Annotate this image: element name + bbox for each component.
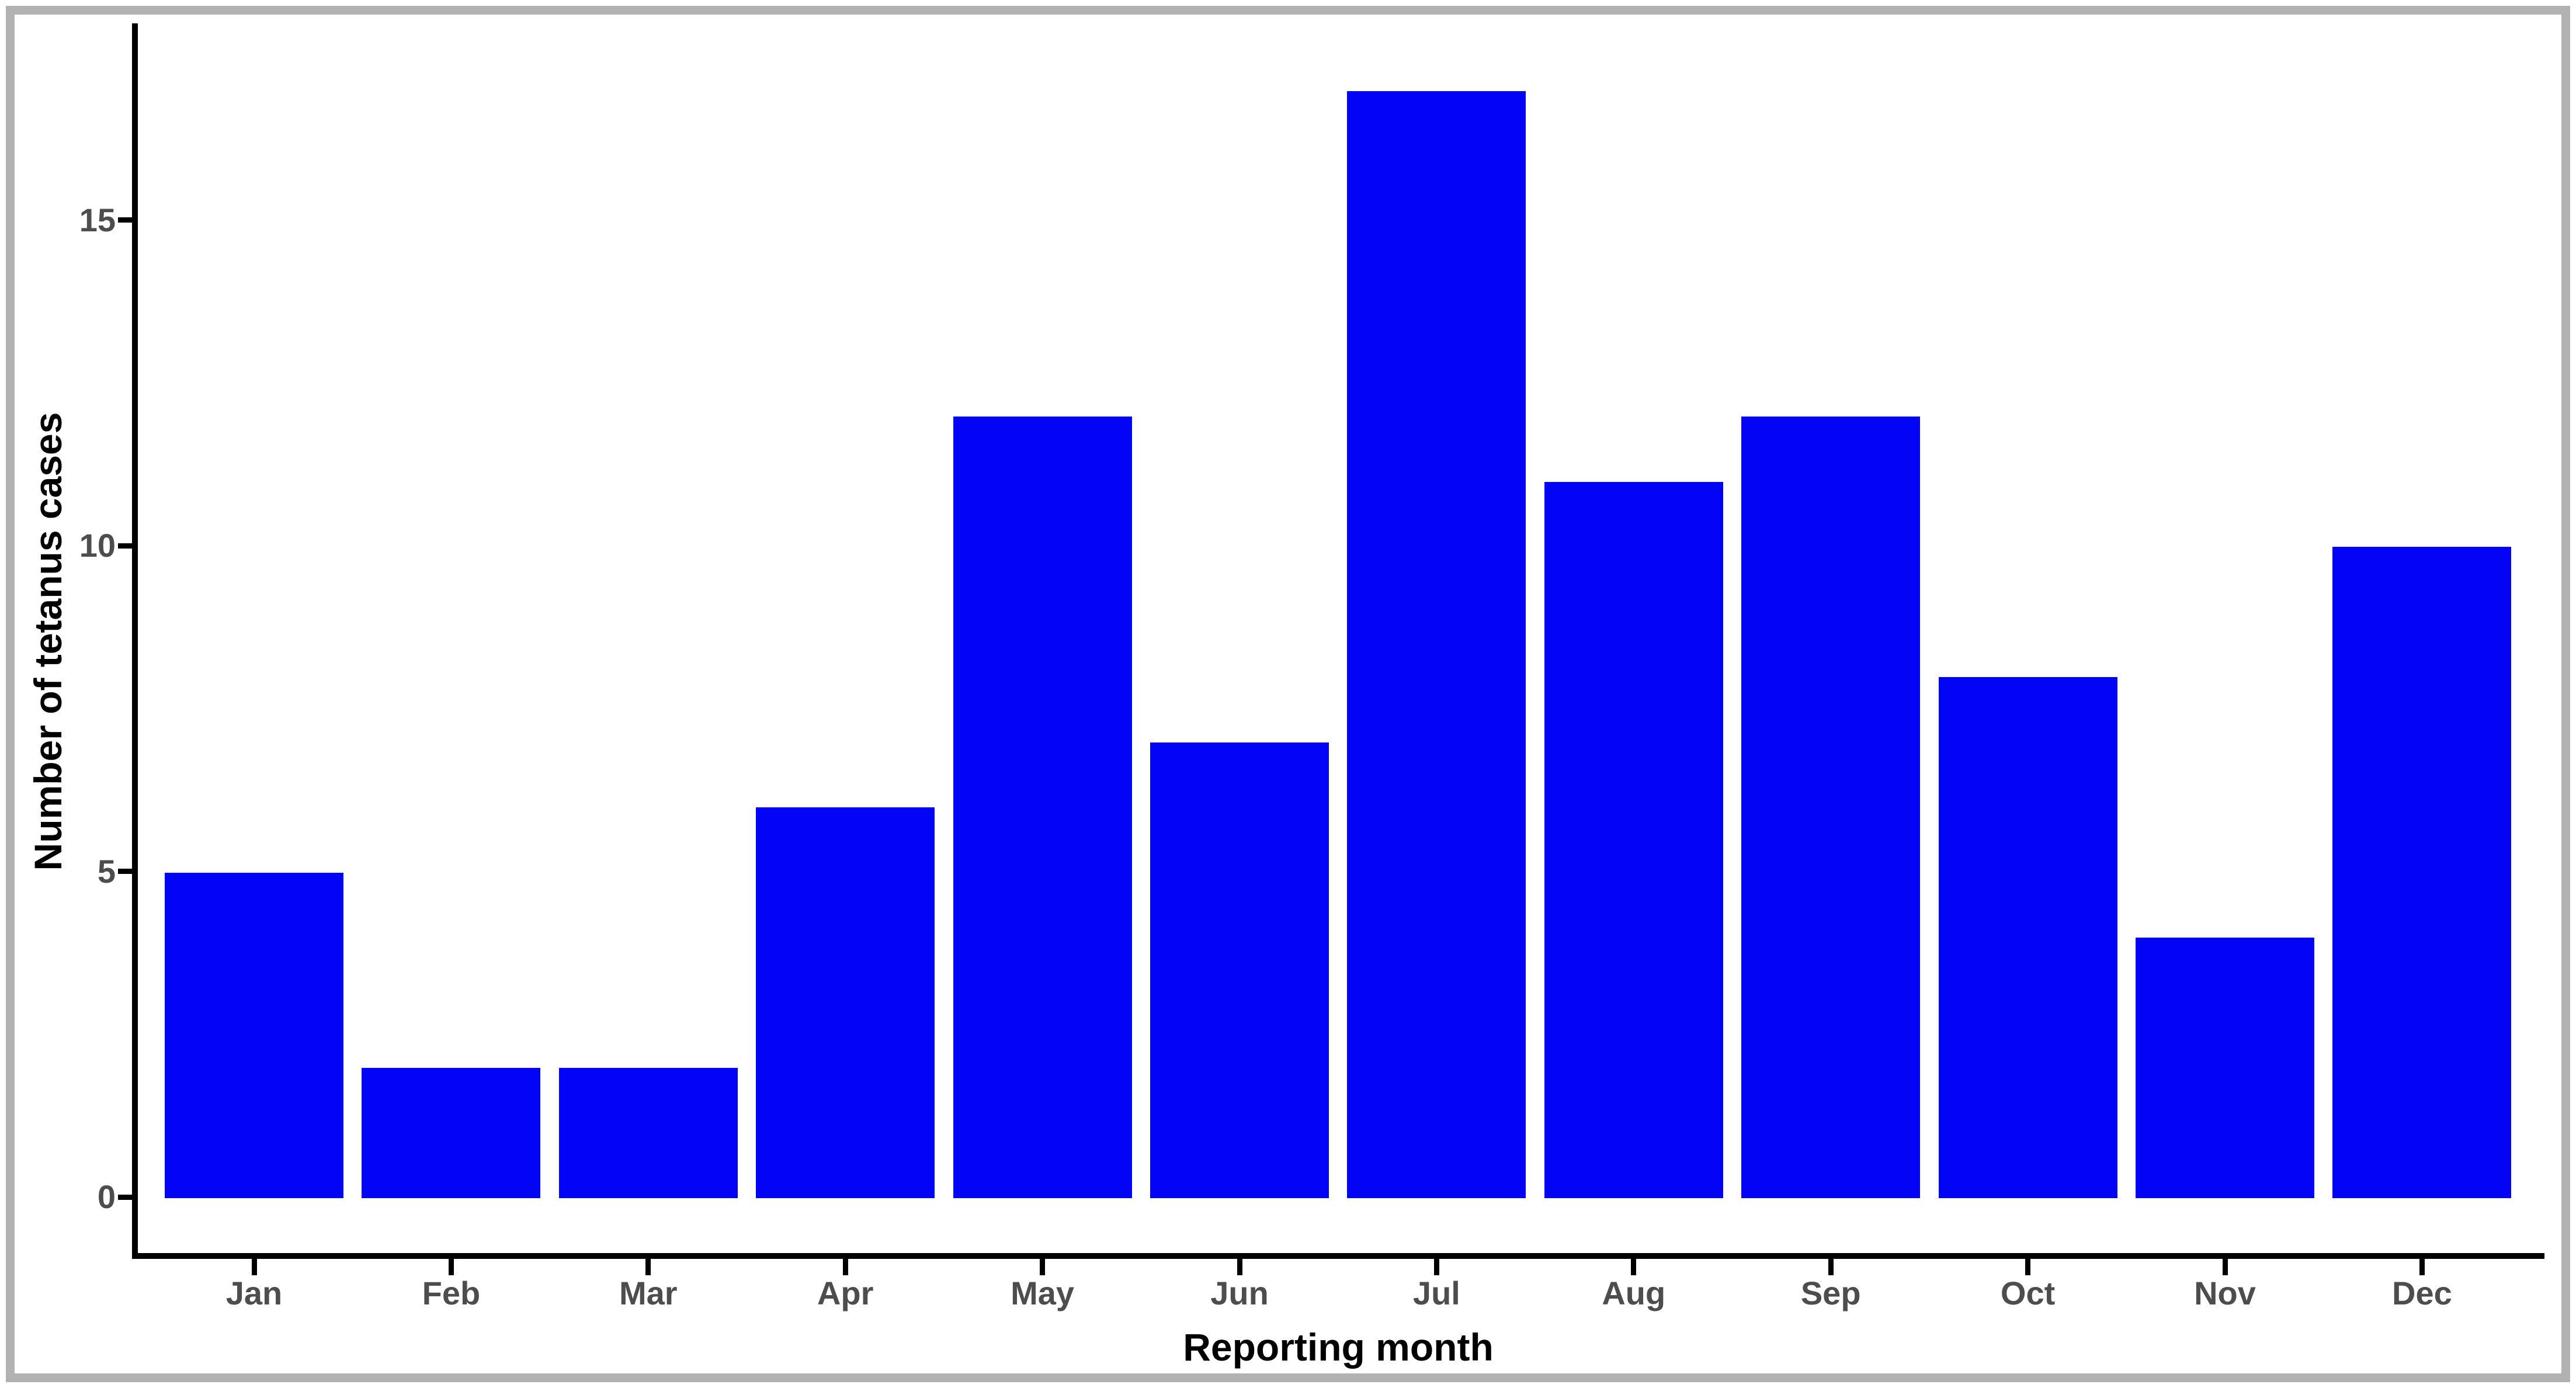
y-tick-label-5: 5 — [97, 852, 116, 890]
bar-dec — [2332, 547, 2512, 1198]
x-tick-label-dec: Dec — [2392, 1275, 2452, 1311]
y-tick-0 — [118, 1194, 132, 1200]
x-tick-label-may: May — [1011, 1275, 1075, 1311]
x-tick-aug — [1631, 1259, 1637, 1275]
x-tick-label-jan: Jan — [225, 1275, 283, 1311]
bar-nov — [2136, 938, 2314, 1198]
y-tick-label-0: 0 — [97, 1178, 116, 1215]
x-tick-jun — [1237, 1259, 1242, 1275]
x-tick-jan — [251, 1259, 257, 1275]
bar-jun — [1150, 742, 1329, 1198]
x-tick-may — [1040, 1259, 1046, 1275]
y-tick-10 — [118, 543, 132, 549]
x-tick-label-sep: Sep — [1800, 1275, 1861, 1311]
bar-mar — [558, 1068, 738, 1198]
y-tick-label-15: 15 — [79, 201, 116, 238]
bar-may — [953, 417, 1132, 1198]
bar-feb — [362, 1068, 541, 1198]
x-axis-line — [132, 1253, 2544, 1259]
bar-apr — [756, 807, 935, 1198]
x-tick-label-oct: Oct — [2000, 1275, 2056, 1311]
x-tick-label-feb: Feb — [422, 1275, 481, 1311]
bar-sep — [1741, 417, 1921, 1198]
bar-oct — [1938, 677, 2117, 1198]
x-tick-label-nov: Nov — [2194, 1275, 2256, 1311]
x-tick-sep — [1828, 1259, 1834, 1275]
x-tick-label-aug: Aug — [1602, 1275, 1666, 1311]
bar-jul — [1347, 91, 1526, 1198]
bar-jan — [165, 872, 343, 1198]
bar-aug — [1544, 481, 1723, 1198]
x-tick-feb — [448, 1259, 454, 1275]
x-tick-apr — [842, 1259, 848, 1275]
x-tick-label-jun: Jun — [1210, 1275, 1269, 1311]
x-tick-dec — [2419, 1259, 2425, 1275]
y-axis-line — [132, 23, 138, 1258]
x-tick-label-mar: Mar — [619, 1275, 678, 1311]
x-tick-mar — [645, 1259, 651, 1275]
y-tick-label-10: 10 — [79, 527, 116, 564]
y-tick-15 — [118, 217, 132, 223]
x-tick-nov — [2222, 1259, 2228, 1275]
y-axis-title: Number of tetanus cases — [26, 412, 70, 871]
x-tick-label-jul: Jul — [1412, 1275, 1460, 1311]
y-tick-5 — [118, 869, 132, 874]
x-tick-oct — [2025, 1259, 2031, 1275]
x-tick-label-apr: Apr — [817, 1275, 874, 1311]
x-axis-title: Reporting month — [1183, 1325, 1494, 1369]
x-tick-jul — [1433, 1259, 1439, 1275]
